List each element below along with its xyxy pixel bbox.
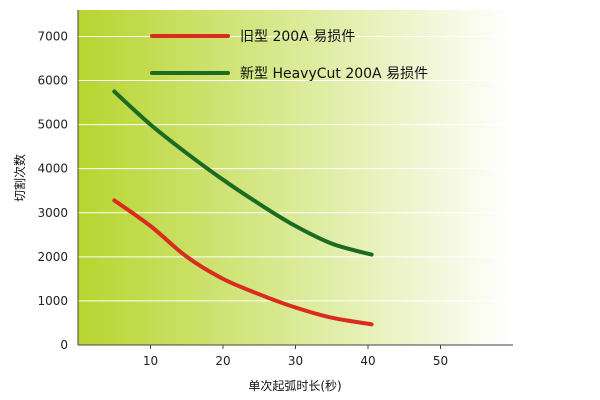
series-line-1 xyxy=(112,89,374,257)
y-axis-ticks: 0 1000 2000 3000 4000 5000 6000 7000 xyxy=(37,29,68,352)
y-tick-label-5000: 5000 xyxy=(37,118,68,132)
y-tick-label-7000: 7000 xyxy=(37,29,68,43)
y-tick-label-0: 0 xyxy=(60,338,68,352)
legend-label-0: 旧型 200A 易损件 xyxy=(240,29,355,45)
series-lines xyxy=(112,89,374,327)
x-tick-label-10: 10 xyxy=(143,354,158,368)
legend-label-1: 新型 HeavyCut 200A 易损件 xyxy=(240,66,428,82)
y-tick-label-4000: 4000 xyxy=(37,162,68,176)
x-axis-title: 单次起弧时长(秒) xyxy=(248,379,341,393)
x-axis-ticks: 10 20 30 40 50 xyxy=(143,345,448,368)
y-tick-label-6000: 6000 xyxy=(37,74,68,88)
x-tick-label-40: 40 xyxy=(360,354,375,368)
x-tick-label-20: 20 xyxy=(215,354,230,368)
y-axis-title: 切割次数 xyxy=(12,154,27,202)
plot-area xyxy=(78,10,513,345)
x-tick-label-30: 30 xyxy=(288,354,303,368)
y-tick-label-2000: 2000 xyxy=(37,250,68,264)
x-tick-label-50: 50 xyxy=(433,354,448,368)
series-line-0 xyxy=(112,198,374,327)
y-tick-label-3000: 3000 xyxy=(37,206,68,220)
y-tick-label-1000: 1000 xyxy=(37,294,68,308)
